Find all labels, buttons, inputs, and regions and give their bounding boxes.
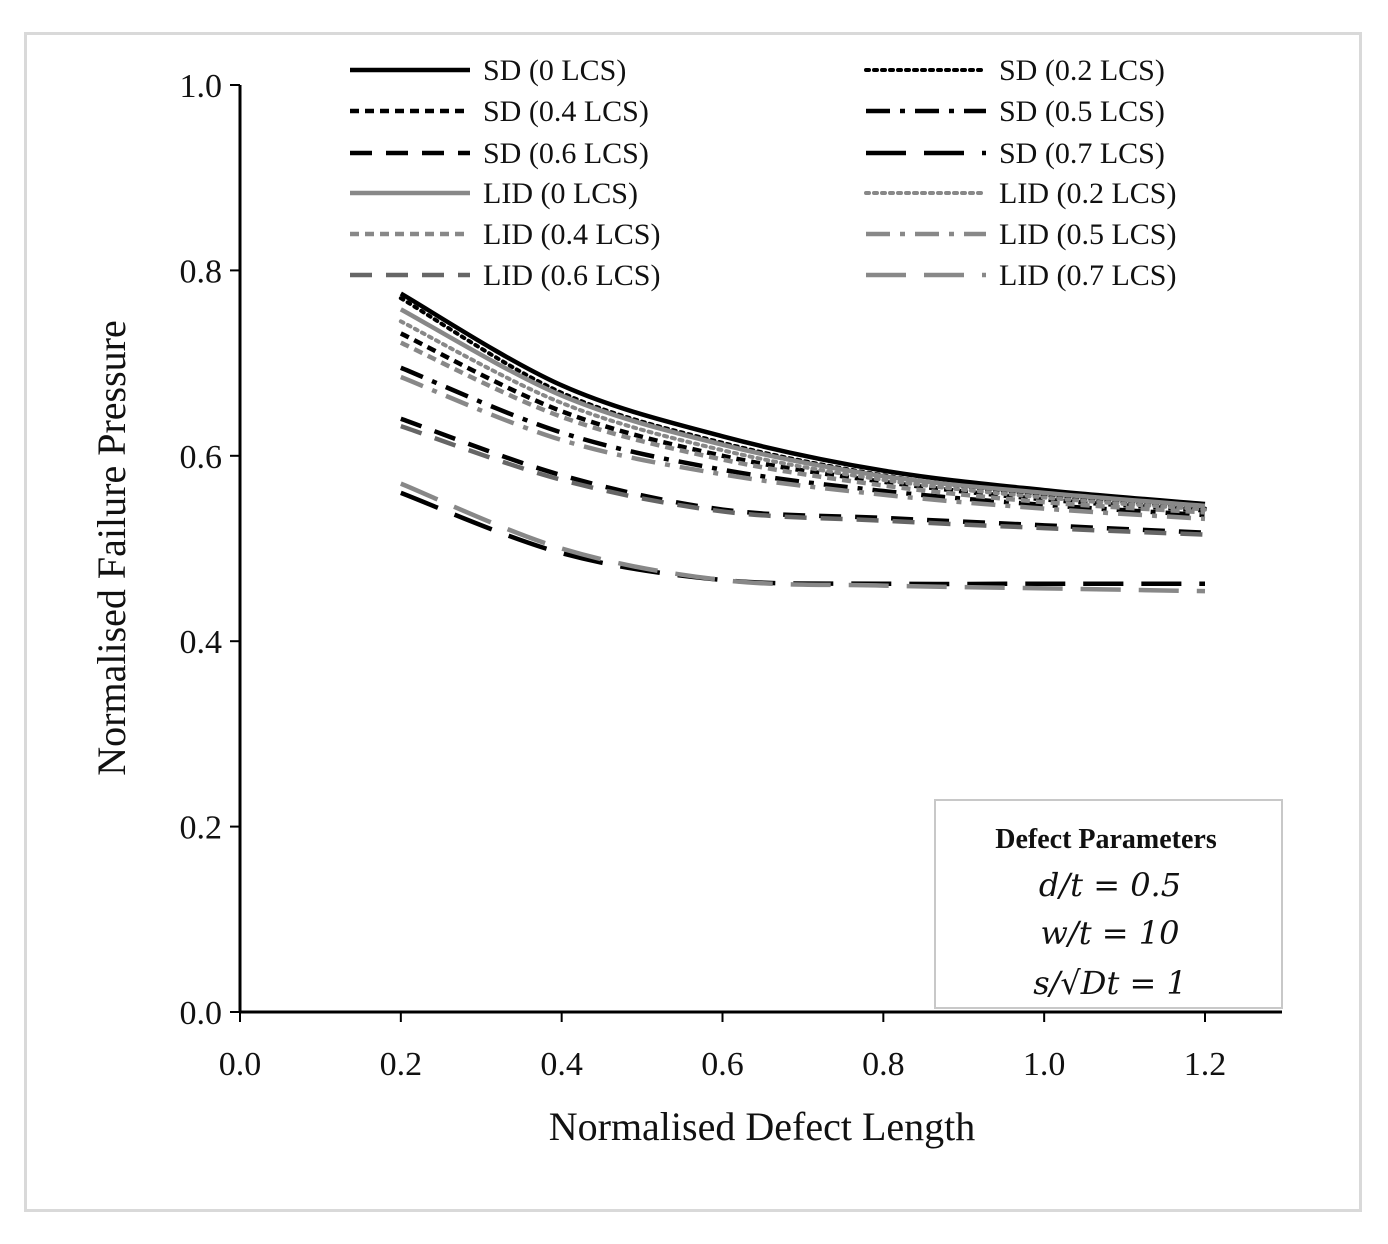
series-line-lid-0-4-lcs <box>399 340 1206 515</box>
series-line-lid-0-lcs <box>399 307 1206 509</box>
defect-parameters-title: Defect Parameters <box>995 824 1217 855</box>
y-tick-label: 0.8 <box>180 253 223 290</box>
legend-label: SD (0.2 LCS) <box>999 54 1165 87</box>
y-tick-label: 0.0 <box>180 995 223 1032</box>
param-d-over-t: d/t = 0.5 <box>1039 866 1181 904</box>
legend-label: SD (0.7 LCS) <box>999 137 1165 170</box>
figure-frame <box>24 32 1362 1212</box>
legend-label: LID (0.6 LCS) <box>483 259 660 292</box>
x-axis-title: Normalised Defect Length <box>549 1104 976 1149</box>
legend-label: LID (0.5 LCS) <box>999 218 1176 251</box>
x-tick-label: 0.8 <box>862 1046 905 1083</box>
y-tick-label: 0.4 <box>180 624 223 661</box>
axes-layer: 0.0 0.2 0.4 0.6 0.8 1.0 1.2 0.0 0.2 0.4 0.6 0.8 1.0 <box>180 68 1282 1083</box>
legend-label: LID (0 LCS) <box>483 177 638 210</box>
y-tick-label: 0.2 <box>180 810 223 847</box>
legend: SD (0 LCS) SD (0.2 LCS) SD (0.4 LCS) SD (0.… <box>350 54 1176 292</box>
x-tick-label: 1.0 <box>1023 1046 1066 1083</box>
legend-label: LID (0.7 LCS) <box>999 259 1176 292</box>
y-tick-label: 1.0 <box>180 68 223 105</box>
x-tick-label: 0.0 <box>219 1046 262 1083</box>
x-tick-label: 0.6 <box>701 1046 744 1083</box>
series-line-sd-0-5-lcs <box>399 365 1206 518</box>
series-layer <box>398 291 1207 594</box>
series-line-sd-0-2-lcs <box>398 296 1207 511</box>
legend-label: SD (0.4 LCS) <box>483 95 649 128</box>
x-tick-label: 1.2 <box>1184 1046 1227 1083</box>
param-s-over-sqrt-dt: s/√Dt = 1 <box>1033 964 1187 1002</box>
param-w-over-t: w/t = 10 <box>1041 914 1180 952</box>
series-line-lid-0-5-lcs <box>400 374 1206 522</box>
legend-label: SD (0 LCS) <box>483 54 626 87</box>
x-tick-label: 0.2 <box>380 1046 423 1083</box>
series-line-lid-0-6-lcs <box>400 424 1206 537</box>
legend-label: SD (0.5 LCS) <box>999 95 1165 128</box>
legend-label: LID (0.2 LCS) <box>999 177 1176 210</box>
series-line-lid-0-7-lcs <box>399 481 1206 594</box>
legend-label: LID (0.4 LCS) <box>483 218 660 251</box>
series-line-sd-0-4-lcs <box>399 331 1206 513</box>
series-line-sd-0-lcs <box>399 291 1206 507</box>
x-tick-label: 0.4 <box>540 1046 583 1083</box>
y-tick-label: 0.6 <box>180 439 223 476</box>
legend-label: SD (0.6 LCS) <box>483 137 649 170</box>
defect-parameters-box: Defect Parameters d/t = 0.5 w/t = 10 s/√… <box>934 799 1283 1009</box>
y-axis-title: Normalised Failure Pressure <box>89 320 134 775</box>
series-line-lid-0-2-lcs <box>398 319 1207 512</box>
